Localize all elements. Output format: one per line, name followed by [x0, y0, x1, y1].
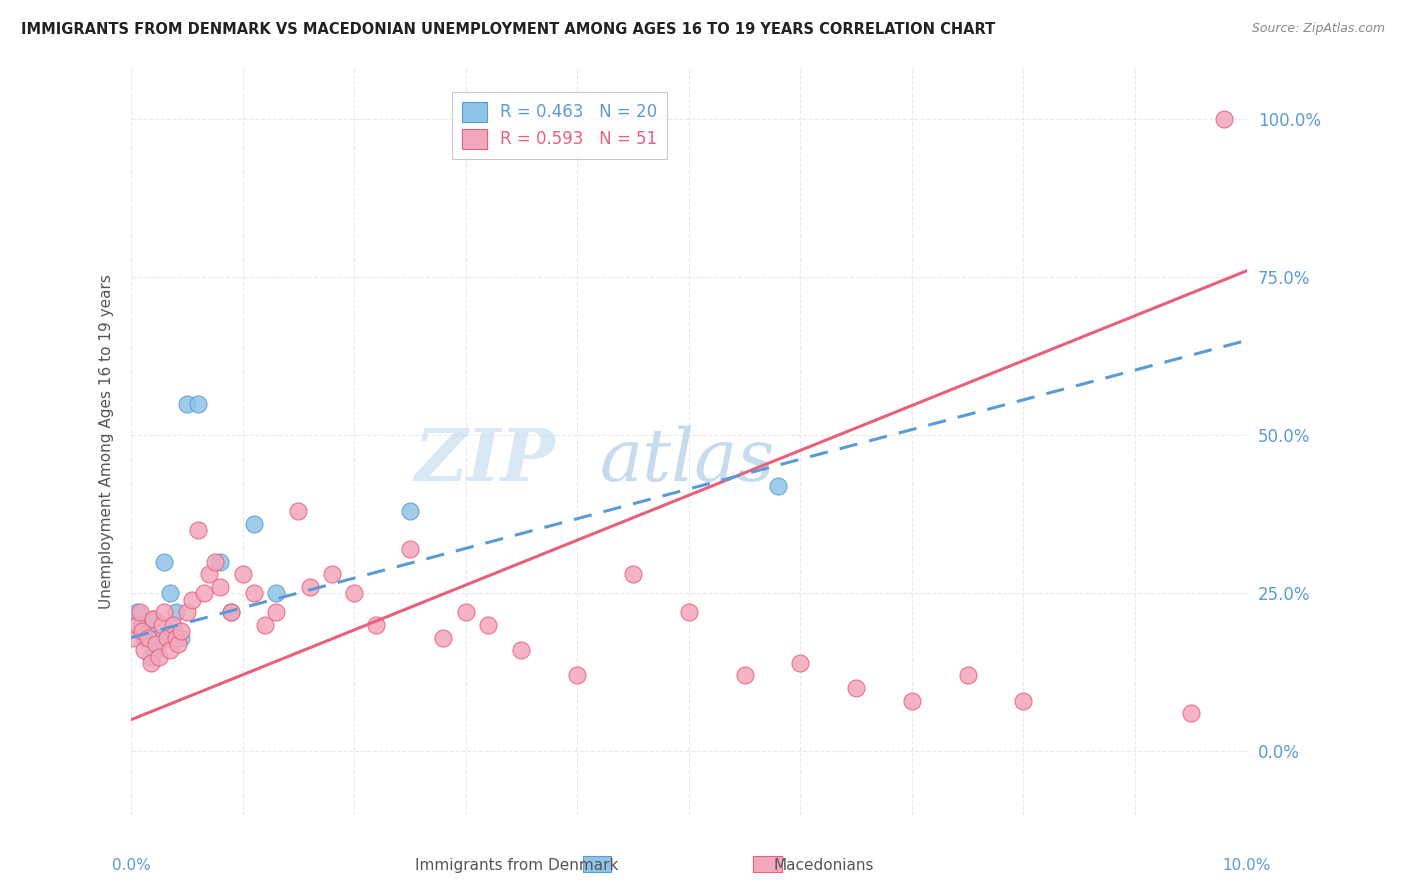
Point	[134, 631, 156, 645]
Point	[298, 580, 321, 594]
Point	[198, 567, 221, 582]
Point	[845, 681, 868, 695]
Point	[139, 656, 162, 670]
Point	[399, 504, 422, 518]
Point	[139, 649, 162, 664]
Point	[621, 567, 644, 582]
Point	[193, 586, 215, 600]
Point	[321, 567, 343, 582]
Point	[167, 637, 190, 651]
Point	[678, 605, 700, 619]
Point	[766, 479, 789, 493]
Point	[162, 618, 184, 632]
Point	[510, 643, 533, 657]
Point	[956, 668, 979, 682]
Text: Source: ZipAtlas.com: Source: ZipAtlas.com	[1251, 22, 1385, 36]
Point	[1213, 112, 1236, 127]
Point	[142, 611, 165, 625]
Text: 10.0%: 10.0%	[1222, 858, 1271, 873]
Text: atlas: atlas	[599, 425, 775, 496]
Point	[789, 656, 811, 670]
Point	[170, 624, 193, 639]
Point	[264, 605, 287, 619]
Point	[264, 586, 287, 600]
Point	[129, 605, 152, 619]
Point	[170, 631, 193, 645]
Point	[221, 605, 243, 619]
Point	[1012, 694, 1035, 708]
Point	[156, 631, 179, 645]
Point	[159, 643, 181, 657]
Point	[454, 605, 477, 619]
Point	[145, 643, 167, 657]
Point	[150, 618, 173, 632]
Point	[148, 631, 170, 645]
Point	[366, 618, 388, 632]
Point	[1180, 706, 1202, 721]
Point	[165, 605, 187, 619]
Point	[232, 567, 254, 582]
Point	[187, 523, 209, 537]
Point	[187, 396, 209, 410]
Point	[221, 605, 243, 619]
Point	[176, 396, 198, 410]
Point	[134, 643, 156, 657]
Point	[477, 618, 499, 632]
Point	[131, 618, 153, 632]
Point	[148, 649, 170, 664]
Point	[343, 586, 366, 600]
Point	[209, 580, 232, 594]
Point	[136, 624, 159, 639]
Point	[142, 611, 165, 625]
Point	[432, 631, 454, 645]
Point	[734, 668, 756, 682]
Point	[901, 694, 924, 708]
Text: ZIP: ZIP	[413, 425, 555, 496]
Point	[136, 631, 159, 645]
Point	[242, 516, 264, 531]
Point	[159, 586, 181, 600]
Legend: R = 0.463   N = 20, R = 0.593   N = 51: R = 0.463 N = 20, R = 0.593 N = 51	[451, 92, 668, 159]
Point	[153, 605, 176, 619]
Point	[209, 555, 232, 569]
Point	[122, 631, 145, 645]
Text: 0.0%: 0.0%	[111, 858, 150, 873]
Point	[165, 631, 187, 645]
Point	[287, 504, 309, 518]
Point	[253, 618, 276, 632]
Point	[181, 592, 204, 607]
Point	[131, 624, 153, 639]
Text: IMMIGRANTS FROM DENMARK VS MACEDONIAN UNEMPLOYMENT AMONG AGES 16 TO 19 YEARS COR: IMMIGRANTS FROM DENMARK VS MACEDONIAN UN…	[21, 22, 995, 37]
Text: Immigrants from Denmark: Immigrants from Denmark	[415, 858, 619, 873]
Text: Macedonians: Macedonians	[773, 858, 873, 873]
Point	[125, 605, 148, 619]
Point	[204, 555, 226, 569]
Point	[242, 586, 264, 600]
Point	[399, 541, 422, 556]
Point	[145, 637, 167, 651]
Point	[567, 668, 589, 682]
Point	[153, 555, 176, 569]
Point	[125, 618, 148, 632]
Y-axis label: Unemployment Among Ages 16 to 19 years: Unemployment Among Ages 16 to 19 years	[100, 274, 114, 609]
Point	[176, 605, 198, 619]
